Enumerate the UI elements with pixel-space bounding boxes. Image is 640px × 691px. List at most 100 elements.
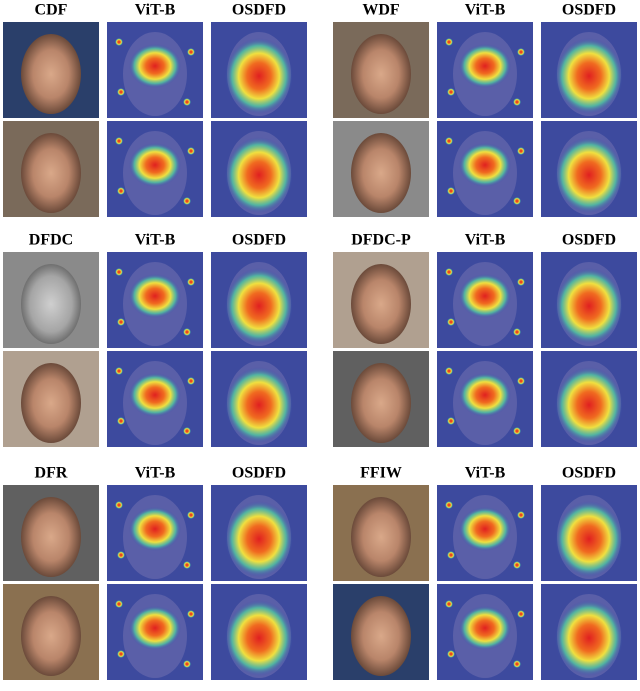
attention-blob [555, 268, 623, 344]
attention-spot [513, 328, 521, 336]
attention-spot [517, 377, 525, 385]
column-header: OSDFD [562, 2, 616, 19]
column-header: ViT-B [465, 232, 506, 249]
column-header: ViT-B [135, 465, 176, 482]
attention-blob [225, 600, 293, 676]
face [21, 133, 81, 213]
attention-spot [517, 147, 525, 155]
attention-spot [117, 551, 125, 559]
attention-blob [225, 367, 293, 443]
attention-spot [517, 610, 525, 618]
attention-spot [183, 427, 191, 435]
attention-blob [555, 137, 623, 213]
attention-spot [117, 417, 125, 425]
attention-spot [187, 610, 195, 618]
face [351, 34, 411, 114]
attention-blob [555, 600, 623, 676]
attention-spot [187, 147, 195, 155]
attention-spot [183, 660, 191, 668]
attention-spot [115, 367, 123, 375]
attention-spot [117, 187, 125, 195]
column-header: WDF [362, 2, 400, 19]
column-header: OSDFD [562, 232, 616, 249]
attention-blob [129, 606, 181, 650]
column-header: CDF [35, 2, 68, 19]
attention-blob [459, 507, 511, 551]
column-header: ViT-B [135, 232, 176, 249]
face [351, 133, 411, 213]
attention-blob [459, 373, 511, 417]
face [21, 363, 81, 443]
face [21, 34, 81, 114]
attention-spot [517, 278, 525, 286]
attention-spot [517, 511, 525, 519]
attention-spot [115, 137, 123, 145]
attention-spot [187, 48, 195, 56]
column-header: OSDFD [232, 465, 286, 482]
attention-spot [447, 88, 455, 96]
attention-blob [459, 274, 511, 318]
face [351, 497, 411, 577]
face [21, 497, 81, 577]
attention-blob [129, 274, 181, 318]
attention-spot [115, 501, 123, 509]
attention-spot [517, 48, 525, 56]
attention-spot [447, 187, 455, 195]
attention-spot [513, 561, 521, 569]
attention-spot [513, 427, 521, 435]
attention-spot [187, 511, 195, 519]
attention-spot [115, 268, 123, 276]
attention-spot [445, 268, 453, 276]
attention-blob [225, 137, 293, 213]
column-header: FFIW [360, 465, 402, 482]
column-header: ViT-B [465, 2, 506, 19]
attention-spot [183, 197, 191, 205]
attention-spot [513, 98, 521, 106]
column-header: OSDFD [562, 465, 616, 482]
column-header: ViT-B [465, 465, 506, 482]
attention-blob [459, 44, 511, 88]
attention-spot [445, 137, 453, 145]
attention-spot [115, 38, 123, 46]
face [351, 363, 411, 443]
attention-blob [225, 38, 293, 114]
attention-blob [459, 606, 511, 650]
attention-spot [513, 197, 521, 205]
face [351, 596, 411, 676]
attention-blob [129, 507, 181, 551]
column-header: DFR [35, 465, 68, 482]
column-header: OSDFD [232, 232, 286, 249]
attention-spot [445, 38, 453, 46]
attention-spot [447, 551, 455, 559]
attention-spot [117, 88, 125, 96]
attention-blob [129, 44, 181, 88]
attention-blob [555, 501, 623, 577]
attention-spot [447, 417, 455, 425]
attention-spot [445, 367, 453, 375]
column-header: OSDFD [232, 2, 286, 19]
column-header: ViT-B [135, 2, 176, 19]
attention-blob [129, 143, 181, 187]
attention-spot [447, 650, 455, 658]
attention-spot [183, 328, 191, 336]
attention-blob [459, 143, 511, 187]
attention-spot [445, 501, 453, 509]
column-header: DFDC [29, 232, 73, 249]
face [21, 596, 81, 676]
attention-spot [513, 660, 521, 668]
column-header: DFDC-P [351, 232, 411, 249]
attention-blob [129, 373, 181, 417]
attention-spot [117, 318, 125, 326]
attention-spot [183, 98, 191, 106]
attention-blob [225, 268, 293, 344]
attention-spot [445, 600, 453, 608]
attention-spot [187, 278, 195, 286]
attention-spot [117, 650, 125, 658]
attention-spot [183, 561, 191, 569]
attention-spot [187, 377, 195, 385]
face [351, 264, 411, 344]
attention-spot [115, 600, 123, 608]
attention-blob [555, 367, 623, 443]
face [21, 264, 81, 344]
